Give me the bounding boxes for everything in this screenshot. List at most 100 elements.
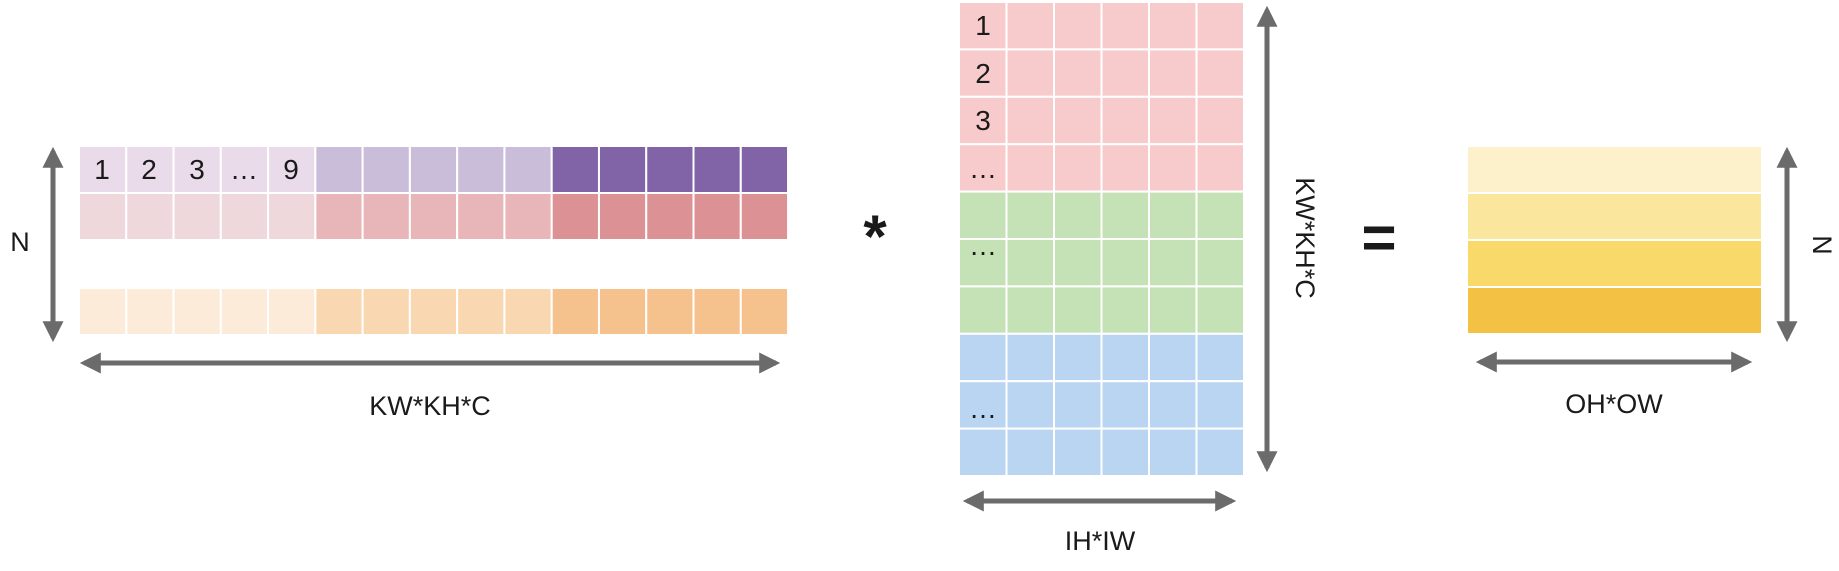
left-cell-label-2: 2: [141, 154, 157, 185]
right-row-3: [1466, 239, 1763, 288]
left-cell-r2-c12: [597, 192, 648, 241]
middle-cell-r3-c3: [1053, 95, 1103, 146]
middle-cell-r6-c2: [1005, 238, 1055, 288]
middle-row-label-1: 1: [975, 10, 991, 41]
left-cell-r2-c3: [172, 192, 222, 241]
middle-cell-r5-c5: [1148, 190, 1198, 241]
middle-cell-r1-c2: [1005, 1, 1055, 51]
middle-cell-r3-c4: [1100, 95, 1150, 146]
left-cell-r3-c15: [739, 287, 790, 336]
left-cell-r2-c14: [692, 192, 742, 241]
right-row-1: [1466, 145, 1763, 194]
middle-row-label-ellipsis-blue: …: [969, 393, 997, 424]
middle-cell-r10-c1: [958, 427, 1008, 478]
left-cell-r3-c6: [314, 287, 364, 336]
middle-cell-r5-c6: [1195, 190, 1245, 241]
middle-cell-r5-c3: [1053, 190, 1103, 241]
left-cell-r2-c6: [314, 192, 364, 241]
middle-cell-r7-c4: [1100, 285, 1150, 335]
middle-cell-r2-c3: [1053, 48, 1103, 98]
right-height-label: N: [1807, 235, 1837, 255]
middle-cell-r4-c6: [1195, 143, 1245, 193]
middle-cell-r8-c2: [1005, 332, 1055, 383]
middle-cell-r4-c2: [1005, 143, 1055, 193]
left-cell-r2-c7: [361, 192, 411, 241]
middle-cell-r10-c6: [1195, 427, 1245, 478]
middle-row-label-ellipsis-green: …: [969, 230, 997, 261]
middle-cell-r4-c5: [1148, 143, 1198, 193]
left-cell-r1-c12: [597, 145, 648, 194]
middle-matrix: [958, 1, 1245, 478]
left-cell-r3-c5: [267, 287, 317, 336]
middle-cell-r1-c6: [1195, 1, 1245, 51]
left-matrix: [78, 145, 790, 336]
left-cell-label-9: 9: [283, 154, 299, 185]
middle-cell-r9-c1: [958, 380, 1008, 430]
middle-cell-r9-c2: [1005, 380, 1055, 430]
middle-cell-r1-c1: [958, 1, 1008, 51]
middle-height-label: KW*KH*C: [1290, 177, 1320, 299]
middle-cell-r9-c3: [1053, 380, 1103, 430]
left-cell-r2-c13: [645, 192, 695, 241]
middle-cell-r4-c4: [1100, 143, 1150, 193]
left-height-label: N: [10, 227, 30, 257]
left-cell-r3-c3: [172, 287, 222, 336]
right-width-label: OH*OW: [1565, 389, 1663, 419]
left-width-label: KW*KH*C: [369, 391, 491, 421]
middle-cell-r4-c3: [1053, 143, 1103, 193]
middle-row-label-3: 3: [975, 105, 991, 136]
left-cell-r1-c15: [739, 145, 790, 194]
middle-cell-r7-c5: [1148, 285, 1198, 335]
left-matrix-row-labels: 1 2 3 … 9: [94, 154, 299, 185]
middle-row-label-ellipsis-pink: …: [969, 153, 997, 184]
left-cell-r2-c1: [78, 192, 128, 241]
middle-row-label-2: 2: [975, 58, 991, 89]
left-cell-r1-c8: [408, 145, 459, 194]
left-cell-r1-c9: [456, 145, 506, 194]
left-cell-r2-c4: [219, 192, 270, 241]
right-row-4: [1466, 286, 1763, 335]
middle-cell-r1-c5: [1148, 1, 1198, 51]
middle-cell-r7-c6: [1195, 285, 1245, 335]
middle-cell-r7-c2: [1005, 285, 1055, 335]
middle-cell-r9-c4: [1100, 380, 1150, 430]
middle-cell-r6-c4: [1100, 238, 1150, 288]
left-cell-label-ellipsis: …: [230, 154, 258, 185]
middle-cell-r7-c3: [1053, 285, 1103, 335]
left-cell-r3-c4: [219, 287, 270, 336]
middle-cell-r9-c6: [1195, 380, 1245, 430]
middle-cell-r8-c4: [1100, 332, 1150, 383]
left-cell-r3-c9: [456, 287, 506, 336]
left-cell-r3-c2: [125, 287, 175, 336]
left-cell-r3-c12: [597, 287, 648, 336]
middle-cell-r5-c2: [1005, 190, 1055, 241]
middle-cell-r8-c6: [1195, 332, 1245, 383]
left-cell-r3-c11: [550, 287, 600, 336]
middle-cell-r6-c6: [1195, 238, 1245, 288]
right-row-2: [1466, 192, 1763, 241]
middle-cell-r6-c3: [1053, 238, 1103, 288]
middle-cell-r2-c2: [1005, 48, 1055, 98]
middle-cell-r2-c6: [1195, 48, 1245, 98]
middle-cell-r8-c1: [958, 332, 1008, 383]
left-cell-r3-c1: [78, 287, 128, 336]
left-cell-r3-c13: [645, 287, 695, 336]
middle-cell-r5-c4: [1100, 190, 1150, 241]
left-cell-r3-c8: [408, 287, 459, 336]
left-cell-r3-c14: [692, 287, 742, 336]
left-cell-r1-c10: [503, 145, 553, 194]
middle-cell-r2-c5: [1148, 48, 1198, 98]
multiply-operator: *: [863, 203, 887, 270]
equals-operator: =: [1361, 204, 1396, 271]
left-cell-r2-c8: [408, 192, 459, 241]
left-cell-r1-c6: [314, 145, 364, 194]
middle-matrix-row-labels: 1 2 3 … … …: [969, 10, 997, 424]
middle-cell-r10-c5: [1148, 427, 1198, 478]
middle-cell-r1-c4: [1100, 1, 1150, 51]
middle-cell-r3-c5: [1148, 95, 1198, 146]
middle-cell-r9-c5: [1148, 380, 1198, 430]
left-cell-r2-c5: [267, 192, 317, 241]
left-cell-r2-c9: [456, 192, 506, 241]
middle-cell-r10-c3: [1053, 427, 1103, 478]
